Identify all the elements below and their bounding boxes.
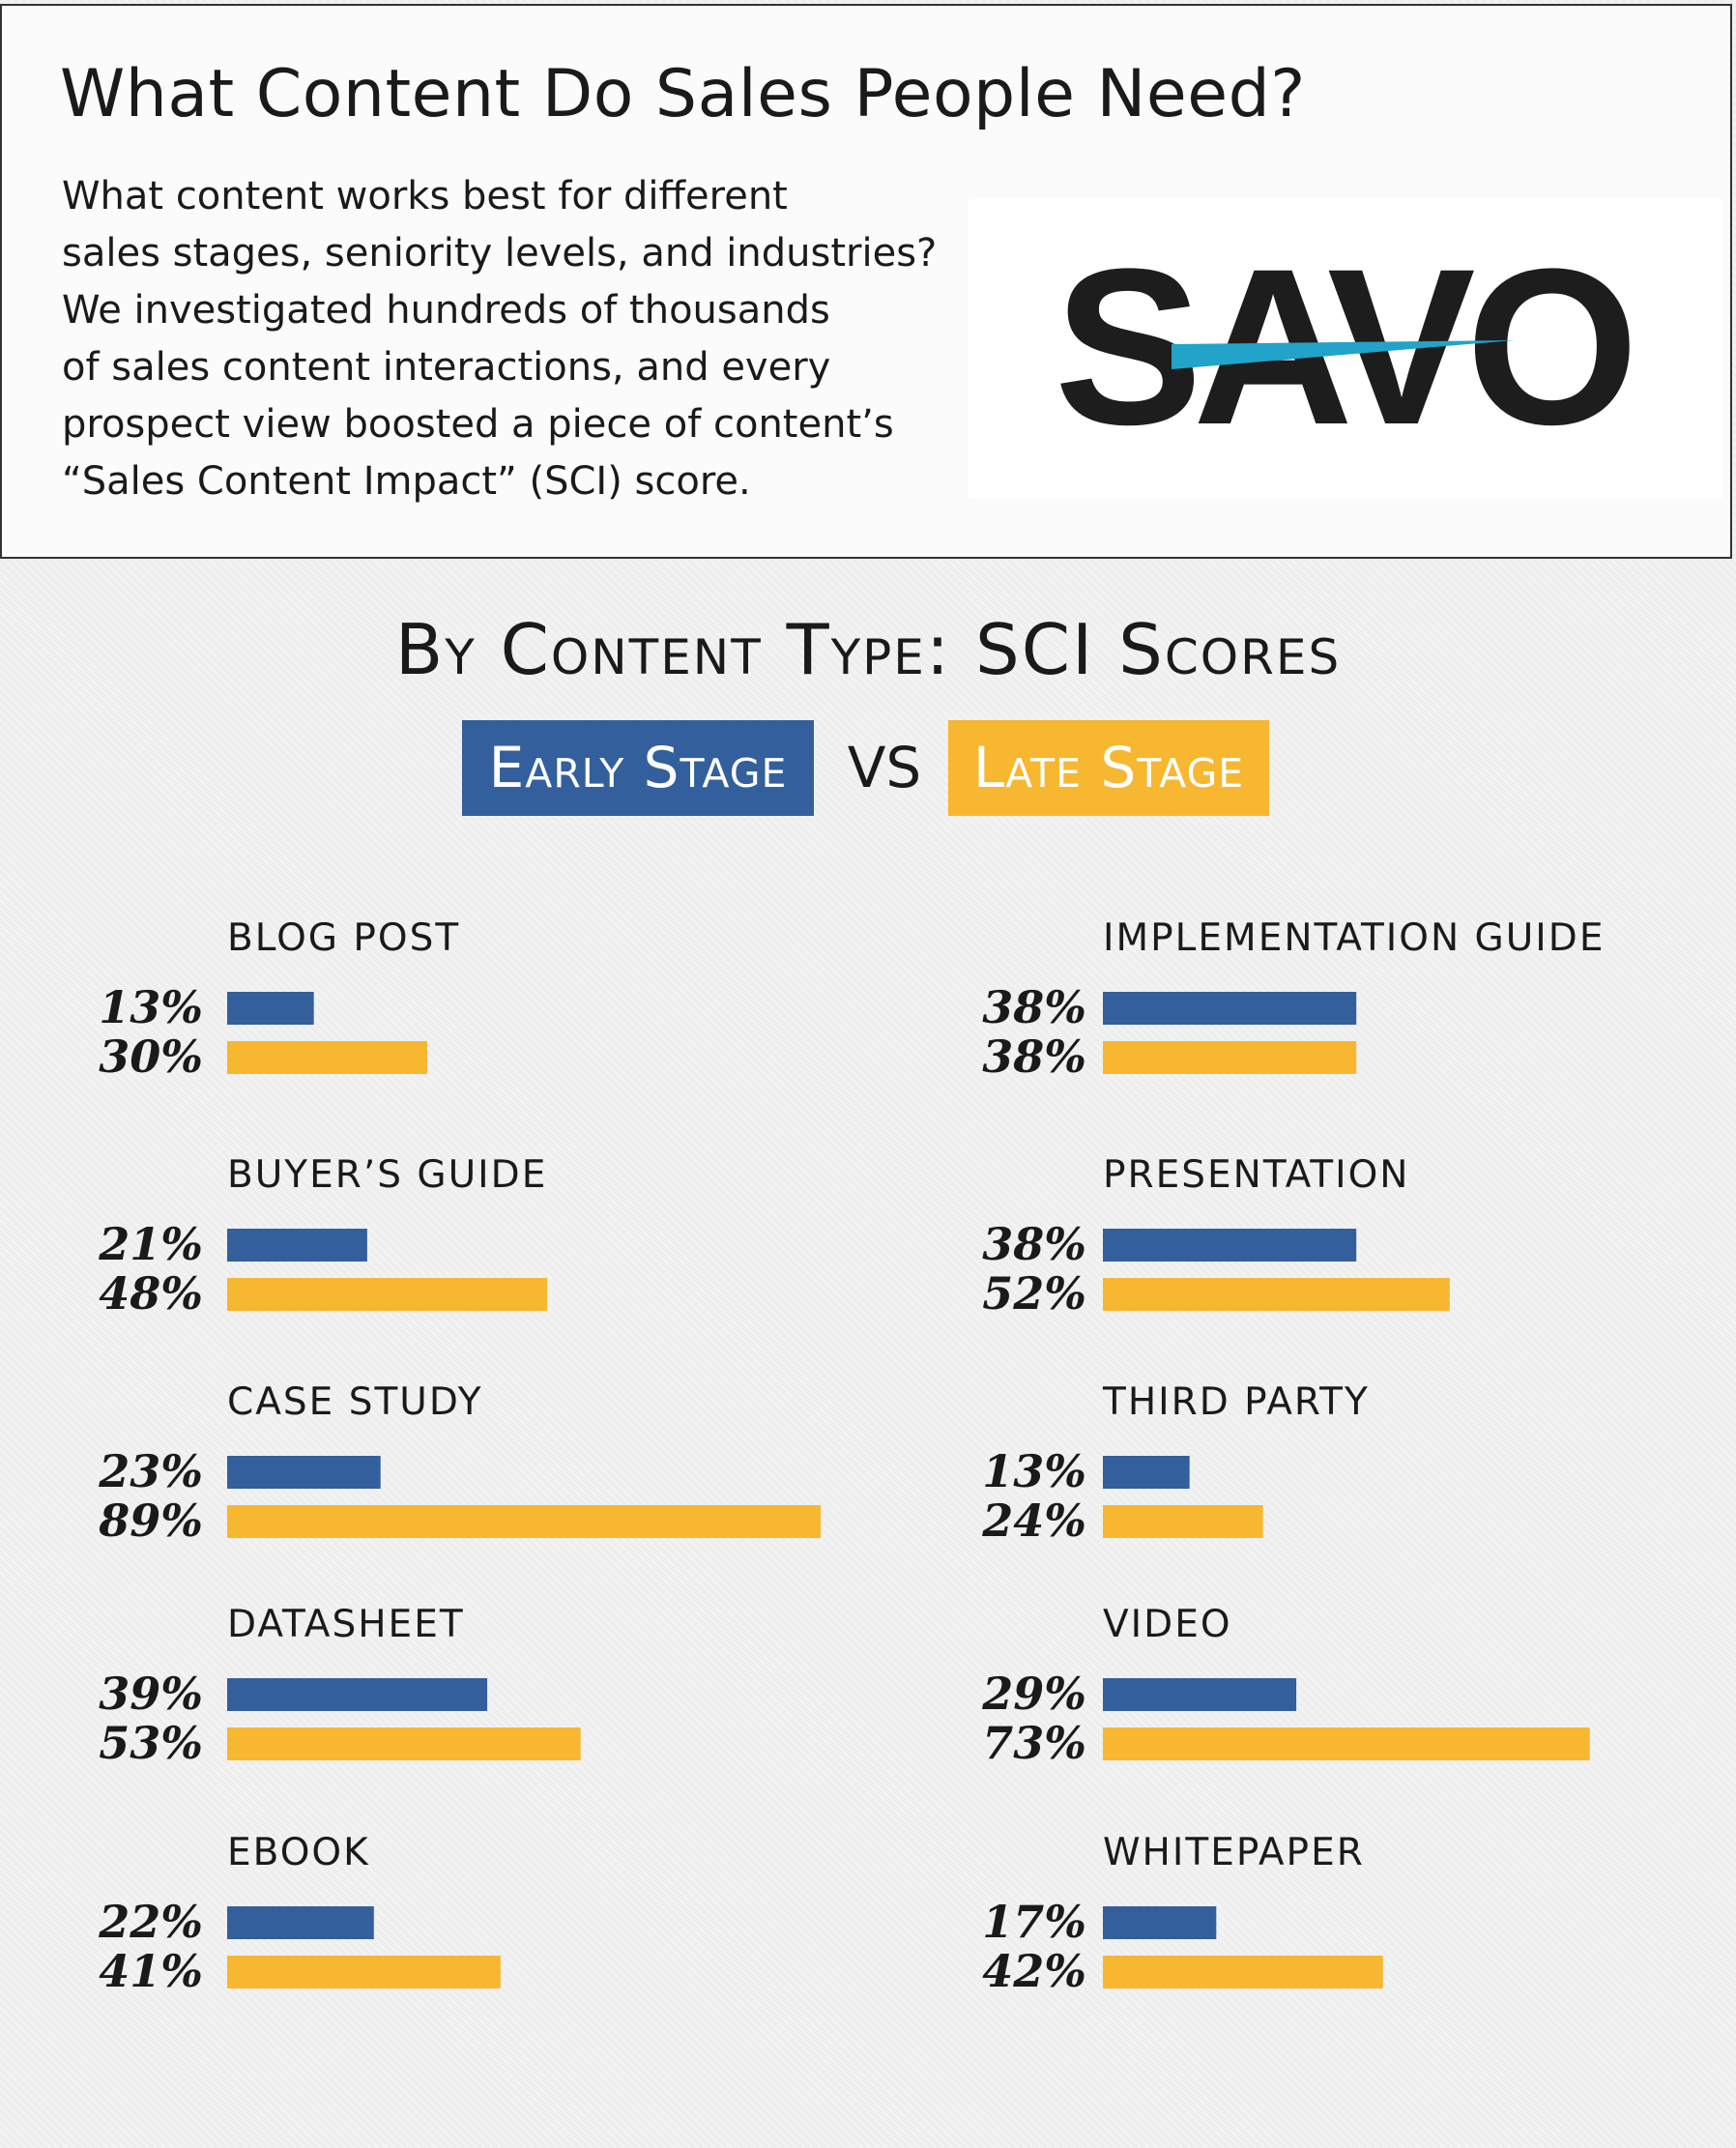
value-label-late: 38% <box>982 1030 1086 1083</box>
category-label: PRESENTATION <box>1103 1153 1409 1197</box>
value-label-early: 13% <box>982 1445 1086 1497</box>
bar-early-blog-post <box>227 992 314 1025</box>
bar-group-blog-post: BLOG POST 13%30% <box>99 916 460 1083</box>
value-label-late: 53% <box>99 1717 203 1769</box>
bar-early-third-party <box>1103 1456 1190 1489</box>
intro-line: of sales content interactions, and every <box>62 345 831 390</box>
value-label-early: 38% <box>982 981 1086 1033</box>
category-label: VIDEO <box>1103 1603 1232 1646</box>
bar-late-presentation <box>1103 1278 1450 1311</box>
bar-early-buyer-s-guide <box>227 1229 367 1262</box>
intro-line: What content works best for different <box>62 174 788 218</box>
category-label: BUYER’S GUIDE <box>227 1153 547 1197</box>
chart-legend: Early Stage VS Late Stage <box>0 720 1736 817</box>
bar-early-presentation <box>1103 1229 1357 1262</box>
savo-logo: SAVO <box>969 199 1722 499</box>
intro-line: prospect view boosted a piece of content… <box>62 402 894 447</box>
bar-early-video <box>1103 1678 1297 1711</box>
value-label-early: 21% <box>98 1218 203 1270</box>
legend-late-stage: Late Stage <box>948 720 1269 816</box>
value-label-late: 52% <box>982 1267 1086 1320</box>
intro-line: “Sales Content Impact” (SCI) score. <box>62 459 751 504</box>
intro-text: What content works best for different sa… <box>62 168 980 510</box>
bar-late-datasheet <box>227 1727 581 1760</box>
value-label-late: 30% <box>99 1030 203 1083</box>
category-label: IMPLEMENTATION GUIDE <box>1103 916 1605 960</box>
value-label-late: 41% <box>99 1945 203 1997</box>
bar-early-ebook <box>227 1906 374 1939</box>
value-label-late: 42% <box>982 1945 1086 1997</box>
bar-group-datasheet: DATASHEET 39%53% <box>99 1603 581 1769</box>
bar-late-third-party <box>1103 1505 1263 1538</box>
bar-early-case-study <box>227 1456 381 1489</box>
category-label: THIRD PARTY <box>1102 1380 1370 1424</box>
bar-group-implementation-guide: IMPLEMENTATION GUIDE 38%38% <box>982 916 1605 1083</box>
bar-late-ebook <box>227 1956 501 1988</box>
bar-group-case-study: CASE STUDY 23%89% <box>98 1380 822 1547</box>
category-label: EBOOK <box>227 1831 370 1874</box>
value-label-late: 73% <box>982 1717 1086 1769</box>
value-label-early: 17% <box>982 1896 1086 1948</box>
bar-early-whitepaper <box>1103 1906 1217 1939</box>
header-panel: What Content Do Sales People Need? What … <box>0 4 1732 559</box>
value-label-early: 38% <box>982 1218 1086 1270</box>
legend-vs: VS <box>847 735 922 800</box>
value-label-late: 24% <box>981 1495 1086 1547</box>
bar-late-case-study <box>227 1505 822 1538</box>
value-label-late: 48% <box>99 1267 203 1320</box>
bar-early-implementation-guide <box>1103 992 1357 1025</box>
logo-swoosh-icon <box>1172 340 1515 369</box>
chart-title: By Content Type: SCI Scores <box>394 609 1342 690</box>
bar-group-third-party: THIRD PARTY 13%24% <box>981 1380 1370 1547</box>
category-label: BLOG POST <box>227 916 460 960</box>
bar-late-buyer-s-guide <box>227 1278 548 1311</box>
category-label: WHITEPAPER <box>1103 1831 1365 1874</box>
value-label-early: 22% <box>98 1896 203 1948</box>
value-label-early: 29% <box>981 1668 1086 1720</box>
bar-group-video: VIDEO 29%73% <box>981 1603 1590 1769</box>
bar-group-buyer-s-guide: BUYER’S GUIDE 21%48% <box>98 1153 548 1320</box>
category-label: DATASHEET <box>227 1603 465 1646</box>
bar-late-blog-post <box>227 1041 427 1074</box>
legend-early-stage: Early Stage <box>462 720 814 816</box>
bar-group-ebook: EBOOK 22%41% <box>98 1831 501 1997</box>
bar-group-presentation: PRESENTATION 38%52% <box>982 1153 1450 1320</box>
page-title: What Content Do Sales People Need? <box>60 56 1306 132</box>
bar-late-implementation-guide <box>1103 1041 1357 1074</box>
intro-line: We investigated hundreds of thousands <box>62 288 830 333</box>
bar-late-whitepaper <box>1103 1956 1383 1988</box>
savo-logo-graphic: SAVO <box>1055 222 1640 471</box>
intro-line: sales stages, seniority levels, and indu… <box>62 231 938 276</box>
bar-early-datasheet <box>227 1678 488 1711</box>
value-label-early: 39% <box>99 1668 203 1720</box>
category-label: CASE STUDY <box>227 1380 483 1424</box>
bar-group-whitepaper: WHITEPAPER 17%42% <box>982 1831 1383 1997</box>
value-label-late: 89% <box>98 1495 203 1547</box>
value-label-early: 13% <box>99 981 203 1033</box>
bar-late-video <box>1103 1727 1590 1760</box>
value-label-early: 23% <box>98 1445 203 1497</box>
